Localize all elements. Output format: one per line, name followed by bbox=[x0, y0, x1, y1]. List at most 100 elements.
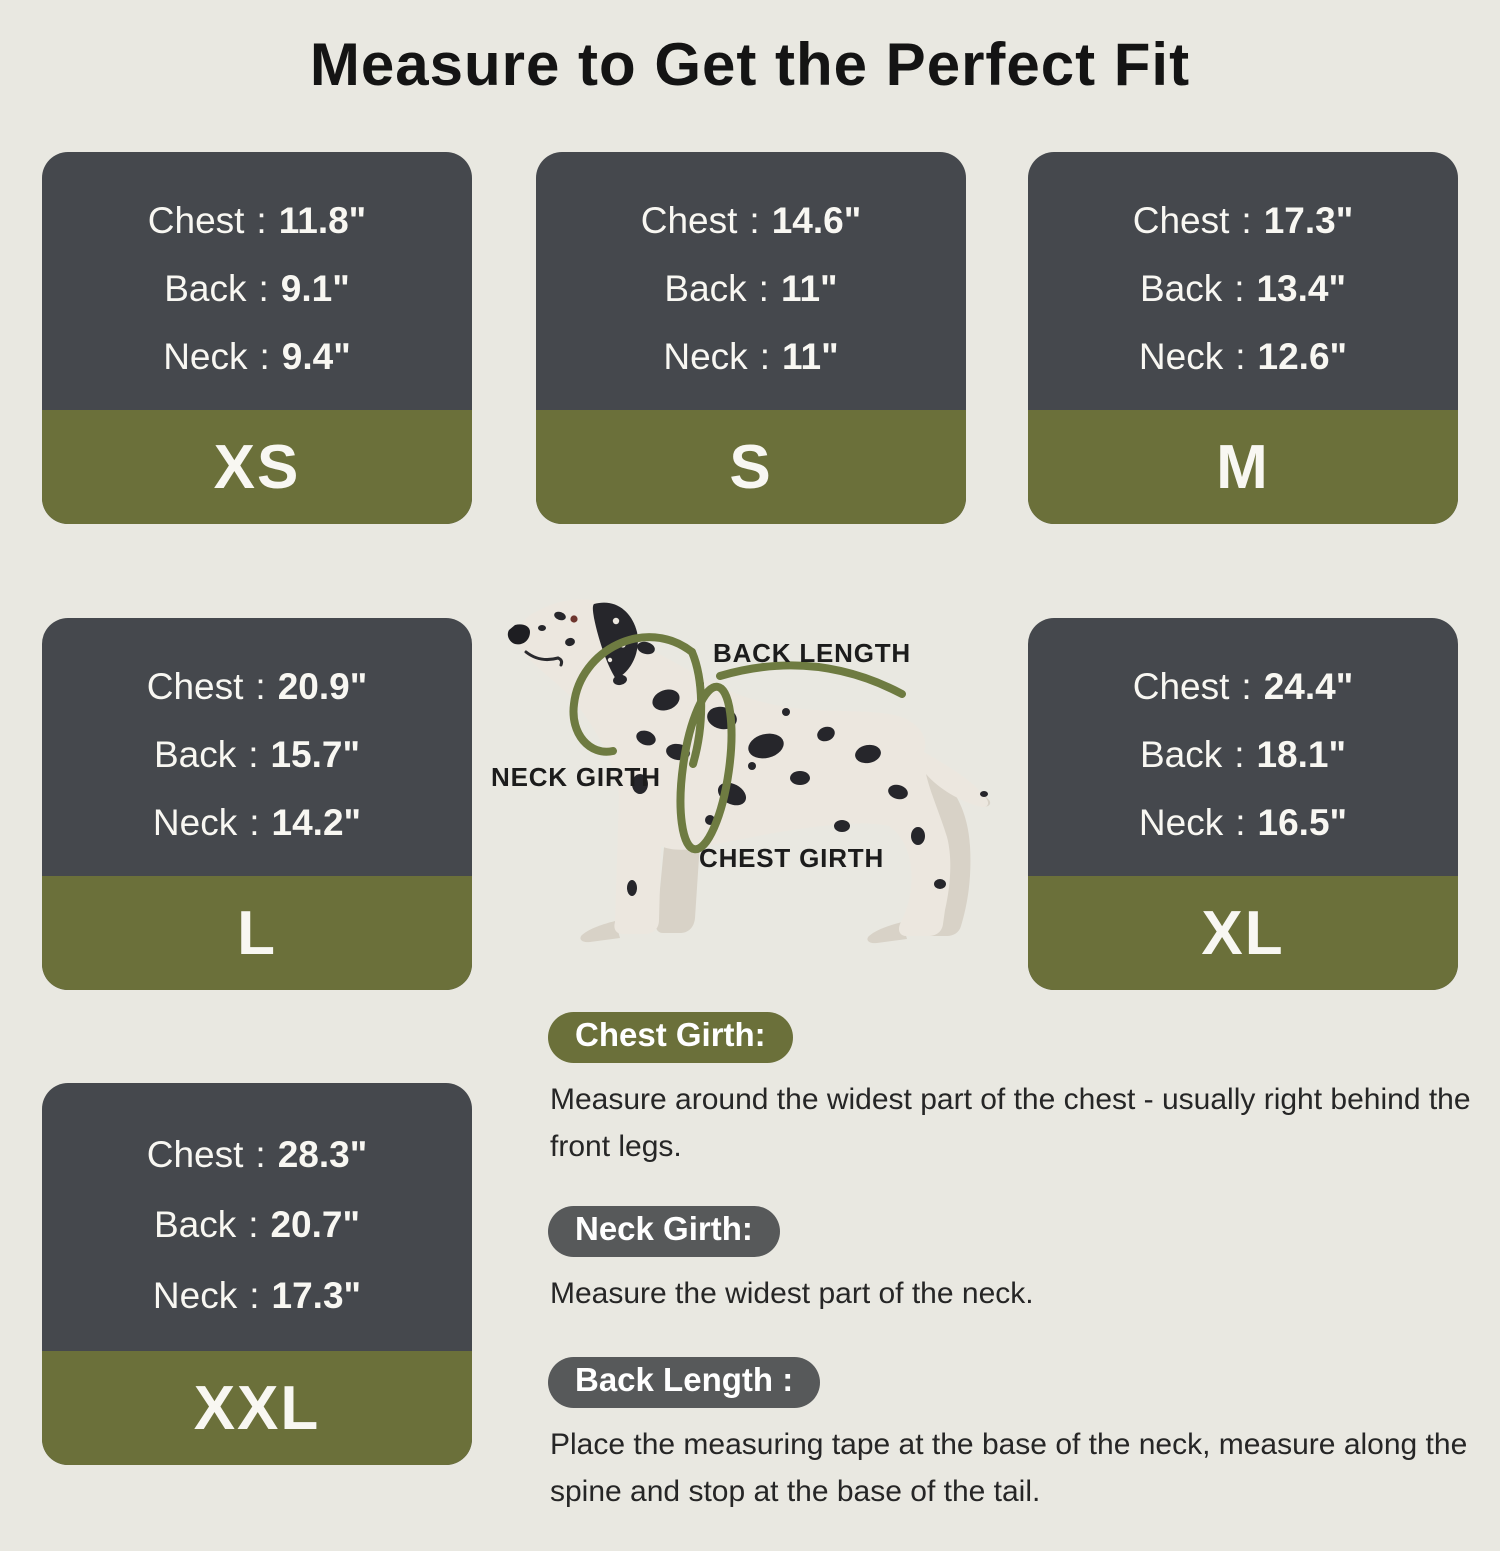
measure-separator: : bbox=[759, 336, 770, 377]
measurement-row: Chest:24.4" bbox=[1133, 666, 1354, 708]
measurement-row: Back:18.1" bbox=[1140, 734, 1346, 776]
measure-separator: : bbox=[1241, 666, 1252, 707]
measure-separator: : bbox=[249, 1274, 260, 1316]
measure-value-chest: 17.3" bbox=[1263, 200, 1354, 241]
measurement-row: Back:9.1" bbox=[164, 268, 350, 310]
size-badge-s: S bbox=[536, 410, 966, 524]
measure-label-neck: Neck bbox=[152, 1274, 238, 1316]
measure-separator: : bbox=[758, 268, 769, 309]
size-badge-xs: XS bbox=[42, 410, 472, 524]
measure-value-neck: 17.3" bbox=[271, 1274, 362, 1316]
measure-label-chest: Chest bbox=[1132, 666, 1230, 707]
measure-label-back: Back bbox=[1139, 734, 1223, 775]
measurement-row: Chest:17.3" bbox=[1133, 200, 1354, 242]
measurement-row: Chest:20.9" bbox=[147, 666, 368, 708]
measurement-row: Neck:16.5" bbox=[1139, 802, 1347, 844]
size-card-xs: Chest:11.8" Back:9.1" Neck:9.4" XS bbox=[42, 152, 472, 524]
measurement-row: Neck:17.3" bbox=[153, 1275, 361, 1317]
measure-label-chest: Chest bbox=[1132, 200, 1230, 241]
measurement-row: Neck:9.4" bbox=[163, 336, 351, 378]
measure-label-neck: Neck bbox=[663, 336, 748, 377]
measure-separator: : bbox=[749, 200, 760, 241]
chest-girth-label: CHEST GIRTH bbox=[699, 843, 885, 873]
size-card-xl: Chest:24.4" Back:18.1" Neck:16.5" XL bbox=[1028, 618, 1458, 990]
measure-label-back: Back bbox=[164, 268, 247, 309]
measure-label-back: Back bbox=[153, 1204, 237, 1245]
definition-chest-girth: Chest Girth: Measure around the widest p… bbox=[548, 1012, 1483, 1170]
measurement-row: Back:11" bbox=[664, 268, 837, 310]
measure-separator: : bbox=[1234, 734, 1245, 775]
measure-separator: : bbox=[1235, 802, 1246, 843]
measurement-row: Chest:14.6" bbox=[641, 200, 862, 242]
back-length-term-badge: Back Length : bbox=[548, 1357, 821, 1408]
back-length-definition-text: Place the measuring tape at the base of … bbox=[550, 1428, 1468, 1508]
measure-separator: : bbox=[259, 336, 270, 377]
size-card-l-measurements: Chest:20.9" Back:15.7" Neck:14.2" bbox=[42, 618, 472, 876]
size-card-l: Chest:20.9" Back:15.7" Neck:14.2" L bbox=[42, 618, 472, 990]
chest-girth-term-badge: Chest Girth: bbox=[548, 1012, 793, 1063]
measure-separator: : bbox=[256, 200, 267, 241]
size-card-s-measurements: Chest:14.6" Back:11" Neck:11" bbox=[536, 152, 966, 410]
page-title: Measure to Get the Perfect Fit bbox=[309, 31, 1191, 98]
measure-label-chest: Chest bbox=[640, 200, 738, 241]
size-badge-xl: XL bbox=[1028, 876, 1458, 990]
measure-separator: : bbox=[248, 734, 259, 775]
measure-separator: : bbox=[248, 1204, 259, 1245]
definition-neck-girth: Neck Girth: Measure the widest part of t… bbox=[548, 1206, 1483, 1317]
neck-girth-definition-text: Measure the widest part of the neck. bbox=[550, 1277, 1034, 1310]
measurement-row: Back:15.7" bbox=[154, 734, 360, 776]
measure-value-back: 9.1" bbox=[280, 268, 350, 309]
measurement-row: Chest:11.8" bbox=[148, 200, 366, 242]
measure-value-back: 11" bbox=[780, 268, 838, 309]
measure-value-back: 20.7" bbox=[270, 1204, 361, 1245]
measure-value-chest: 24.4" bbox=[1263, 666, 1354, 707]
size-guide-infographic: Measure to Get the Perfect Fit Chest:11.… bbox=[42, 31, 1471, 1508]
measure-value-neck: 12.6" bbox=[1257, 336, 1348, 377]
size-card-xs-measurements: Chest:11.8" Back:9.1" Neck:9.4" bbox=[42, 152, 472, 410]
measure-separator: : bbox=[255, 1133, 266, 1175]
measurement-row: Chest:28.3" bbox=[147, 1134, 368, 1176]
measure-value-neck: 11" bbox=[781, 336, 839, 377]
measure-value-neck: 16.5" bbox=[1257, 802, 1348, 843]
measure-label-neck: Neck bbox=[1138, 336, 1224, 377]
measure-label-neck: Neck bbox=[163, 336, 248, 377]
measure-label-back: Back bbox=[664, 268, 747, 309]
measure-separator: : bbox=[255, 666, 266, 707]
back-length-label: BACK LENGTH bbox=[713, 638, 912, 668]
size-card-s: Chest:14.6" Back:11" Neck:11" S bbox=[536, 152, 966, 524]
size-card-m: Chest:17.3" Back:13.4" Neck:12.6" M bbox=[1028, 152, 1458, 524]
measure-value-neck: 9.4" bbox=[281, 336, 351, 377]
measure-label-neck: Neck bbox=[1138, 802, 1224, 843]
measurement-row: Back:13.4" bbox=[1140, 268, 1346, 310]
chest-girth-definition-text: Measure around the widest part of the ch… bbox=[550, 1083, 1471, 1163]
measure-label-back: Back bbox=[153, 734, 237, 775]
measure-label-chest: Chest bbox=[146, 666, 244, 707]
measure-separator: : bbox=[258, 268, 269, 309]
measure-separator: : bbox=[249, 802, 260, 843]
neck-girth-label: NECK GIRTH bbox=[491, 762, 661, 792]
measurement-row: Neck:14.2" bbox=[153, 802, 361, 844]
size-badge-xxl: XXL bbox=[42, 1351, 472, 1465]
measurement-row: Back:20.7" bbox=[154, 1204, 360, 1246]
measure-label-chest: Chest bbox=[146, 1133, 244, 1175]
size-card-xxl-measurements: Chest:28.3" Back:20.7" Neck:17.3" bbox=[42, 1083, 472, 1351]
size-card-xl-measurements: Chest:24.4" Back:18.1" Neck:16.5" bbox=[1028, 618, 1458, 876]
measure-value-back: 15.7" bbox=[270, 734, 361, 775]
dog-illustration bbox=[507, 599, 991, 944]
measure-value-chest: 28.3" bbox=[277, 1133, 368, 1175]
measure-value-chest: 20.9" bbox=[277, 666, 368, 707]
measure-value-chest: 11.8" bbox=[278, 200, 367, 241]
measure-value-back: 18.1" bbox=[1256, 734, 1347, 775]
measure-label-chest: Chest bbox=[147, 200, 245, 241]
measure-label-neck: Neck bbox=[152, 802, 238, 843]
measure-value-neck: 14.2" bbox=[271, 802, 362, 843]
measurement-row: Neck:12.6" bbox=[1139, 336, 1347, 378]
size-badge-m: M bbox=[1028, 410, 1458, 524]
measure-separator: : bbox=[1241, 200, 1252, 241]
size-badge-l: L bbox=[42, 876, 472, 990]
measure-value-back: 13.4" bbox=[1256, 268, 1347, 309]
size-card-m-measurements: Chest:17.3" Back:13.4" Neck:12.6" bbox=[1028, 152, 1458, 410]
measure-separator: : bbox=[1235, 336, 1246, 377]
measure-separator: : bbox=[1234, 268, 1245, 309]
measuring-definitions: Chest Girth: Measure around the widest p… bbox=[548, 1012, 1483, 1551]
